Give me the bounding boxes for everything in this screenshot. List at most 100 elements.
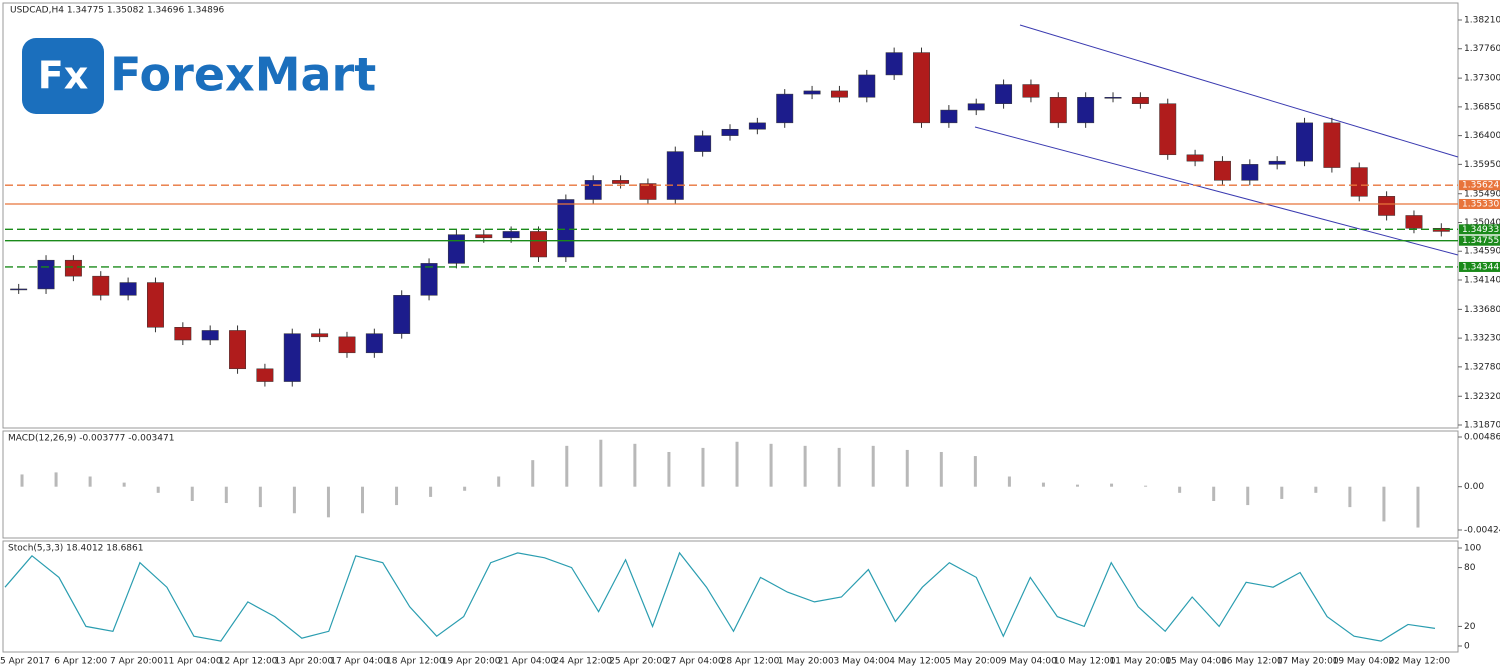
- candle: [311, 333, 329, 338]
- y-tick-label: 1.36400: [1464, 131, 1500, 141]
- candle: [967, 103, 985, 111]
- y-tick-label: 1.34590: [1464, 247, 1500, 257]
- candle: [92, 275, 110, 296]
- candle: [1378, 196, 1396, 216]
- level-label: 1.34933: [1462, 225, 1499, 235]
- y-tick-label: 1.31870: [1464, 421, 1500, 431]
- candle: [420, 263, 438, 296]
- level-tag: [1459, 198, 1500, 209]
- x-tick-label: 21 Apr 04:00: [498, 657, 557, 667]
- x-tick-label: 5 May 20:00: [945, 657, 1001, 667]
- candle: [1296, 122, 1313, 162]
- y-tick-label: 1.38210: [1464, 16, 1500, 26]
- x-tick-label: 9 May 04:00: [1001, 657, 1057, 667]
- candle: [913, 52, 930, 124]
- candle: [885, 52, 903, 76]
- logo-mark: Fx: [38, 54, 88, 98]
- candle: [1186, 154, 1204, 162]
- price-panel: [2, 2, 1459, 429]
- candle: [940, 109, 958, 124]
- y-tick-label: 1.34140: [1464, 275, 1500, 285]
- candle: [557, 199, 575, 258]
- level-tag: [1459, 224, 1500, 235]
- indicator-title: MACD(12,26,9) -0.003777 -0.003471: [8, 434, 174, 444]
- candle: [1241, 164, 1259, 181]
- level-tag: [1459, 180, 1500, 191]
- level-label: 1.35624: [1462, 181, 1499, 191]
- x-tick-label: 3 May 04:00: [834, 657, 890, 667]
- stoch-panel: [2, 540, 1459, 653]
- x-tick-label: 24 Apr 12:00: [553, 657, 612, 667]
- candle: [1077, 97, 1095, 124]
- y-tick-label: 1.32320: [1464, 392, 1500, 402]
- x-tick-label: 27 Apr 04:00: [665, 657, 724, 667]
- candle: [338, 336, 356, 354]
- x-tick-label: 7 Apr 20:00: [110, 657, 163, 667]
- candle: [283, 333, 301, 382]
- y-tick-label: 100: [1464, 544, 1481, 554]
- candle: [447, 234, 465, 264]
- x-tick-label: 16 May 12:00: [1221, 657, 1283, 667]
- level-label: 1.34344: [1462, 262, 1499, 272]
- candle: [1159, 103, 1177, 156]
- candle: [256, 368, 274, 382]
- logo-icon: [22, 38, 104, 114]
- candle: [147, 282, 164, 328]
- candle: [64, 259, 82, 277]
- y-tick-label: 1.33680: [1464, 305, 1500, 315]
- candle: [365, 333, 383, 354]
- x-tick-label: 13 Apr 20:00: [275, 657, 334, 667]
- candle: [1268, 160, 1286, 165]
- x-tick-label: 4 May 12:00: [889, 657, 945, 667]
- symbol-info: USDCAD,H4 1.34775 1.35082 1.34696 1.3489…: [10, 6, 225, 16]
- x-tick-label: 28 Apr 12:00: [721, 657, 780, 667]
- x-tick-label: 6 Apr 12:00: [54, 657, 107, 667]
- candle: [803, 90, 821, 95]
- y-tick-label: 0.004867: [1464, 433, 1500, 443]
- candle: [995, 84, 1013, 104]
- candle: [1131, 97, 1149, 104]
- candle: [748, 122, 766, 130]
- candle: [612, 180, 630, 184]
- x-tick-label: 11 Apr 04:00: [163, 657, 222, 667]
- y-tick-label: 1.35040: [1464, 218, 1500, 228]
- candle: [1049, 97, 1067, 124]
- candle: [1405, 215, 1423, 229]
- x-tick-label: 17 May 20:00: [1277, 657, 1339, 667]
- candle: [10, 288, 28, 291]
- x-tick-label: 25 Apr 20:00: [609, 657, 668, 667]
- candle: [858, 74, 876, 98]
- x-tick-label: 15 May 04:00: [1165, 657, 1227, 667]
- macd-panel: [2, 430, 1459, 539]
- x-tick-label: 22 May 12:00: [1388, 657, 1450, 667]
- y-tick-label: 1.33230: [1464, 334, 1500, 344]
- candle: [475, 234, 493, 239]
- candle: [1323, 122, 1341, 168]
- x-tick-label: 12 Apr 12:00: [219, 657, 278, 667]
- candle: [721, 128, 739, 136]
- channel-line: [1019, 24, 1459, 158]
- candle: [1104, 97, 1122, 99]
- y-tick-label: 0: [1464, 642, 1470, 652]
- x-tick-label: 10 May 12:00: [1054, 657, 1116, 667]
- candle: [584, 180, 602, 200]
- candle: [639, 183, 657, 200]
- stoch-line: [4, 551, 1436, 642]
- y-tick-label: 1.32780: [1464, 362, 1500, 372]
- x-tick-label: 19 May 04:00: [1333, 657, 1395, 667]
- x-tick-label: 1 May 20:00: [778, 657, 834, 667]
- y-tick-label: 1.35490: [1464, 189, 1500, 199]
- y-tick-label: 1.37760: [1464, 44, 1500, 54]
- candle: [1213, 160, 1231, 181]
- level-tag: [1459, 235, 1500, 246]
- candle: [502, 231, 520, 239]
- candle: [830, 90, 848, 98]
- y-tick-label: 1.36850: [1464, 102, 1500, 112]
- x-tick-label: 19 Apr 20:00: [442, 657, 501, 667]
- indicator-title: Stoch(5,3,3) 18.4012 18.6861: [8, 544, 143, 554]
- candle: [119, 282, 137, 296]
- channel-line: [974, 126, 1459, 256]
- candle: [37, 259, 55, 290]
